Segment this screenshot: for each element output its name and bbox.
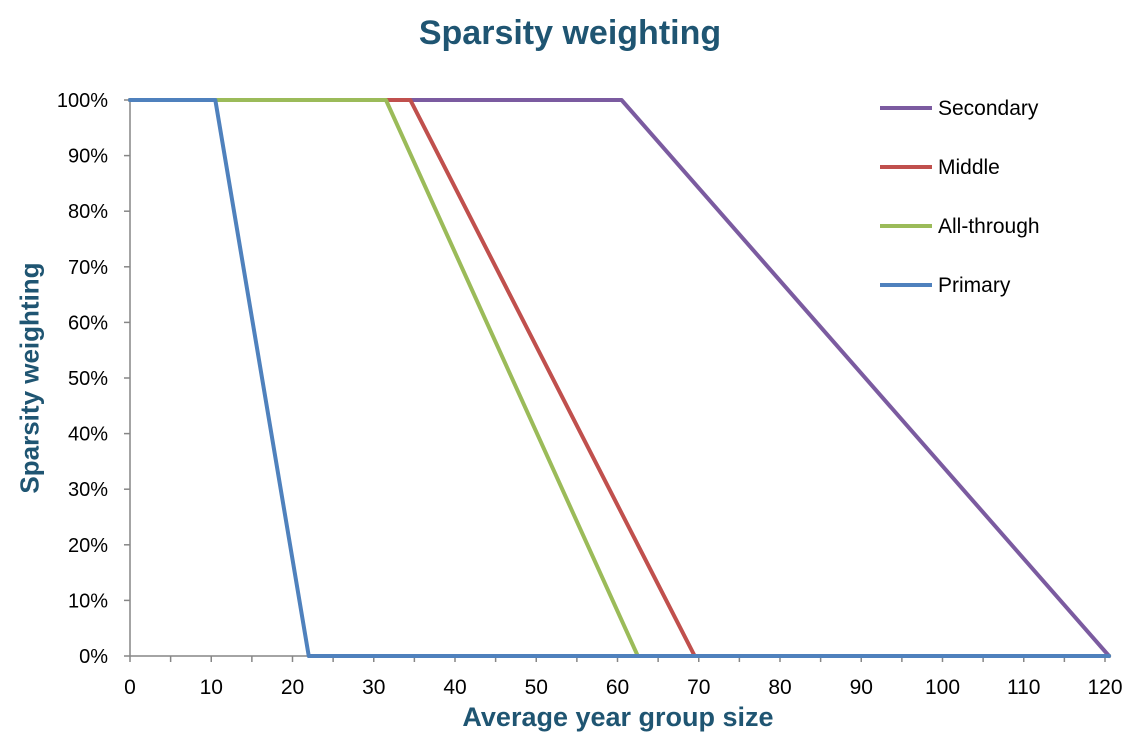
x-tick-label: 40 [443, 676, 466, 699]
legend-label-all-through: All-through [938, 215, 1040, 238]
y-tick-label: 20% [68, 535, 108, 557]
x-tick-label: 90 [850, 676, 873, 699]
x-tick-label: 100 [925, 676, 960, 699]
series-line-all-through [128, 98, 1112, 658]
x-tick-label: 120 [1087, 676, 1122, 699]
y-tick-label: 70% [68, 257, 108, 279]
x-tick-label: 50 [525, 676, 548, 699]
y-tick-label: 80% [68, 201, 108, 223]
x-tick-label: 10 [200, 676, 223, 699]
series-line-middle [128, 98, 1112, 658]
y-tick-label: 100% [57, 90, 108, 112]
x-tick-label: 110 [1007, 676, 1040, 699]
series-line-primary [128, 98, 1112, 658]
x-tick-label: 20 [281, 676, 304, 699]
x-tick-label: 70 [687, 676, 710, 699]
y-tick-label: 30% [68, 479, 108, 501]
series-line-secondary [128, 98, 1112, 658]
legend-label-middle: Middle [938, 156, 1000, 179]
y-tick-label: 10% [68, 590, 108, 612]
legend-label-primary: Primary [938, 274, 1011, 297]
y-tick-label: 50% [68, 368, 108, 390]
y-tick-label: 0% [79, 646, 108, 668]
x-tick-label: 30 [362, 676, 385, 699]
y-tick-label: 40% [68, 424, 108, 446]
y-tick-label: 90% [68, 146, 108, 168]
y-tick-label: 60% [68, 312, 108, 334]
x-tick-label: 0 [124, 676, 136, 699]
chart-title: Sparsity weighting [418, 14, 722, 52]
x-tick-label: 80 [768, 676, 791, 699]
legend-label-secondary: Secondary [938, 97, 1039, 120]
x-tick-label: 60 [606, 676, 629, 699]
x-axis-label: Average year group size [462, 702, 774, 732]
